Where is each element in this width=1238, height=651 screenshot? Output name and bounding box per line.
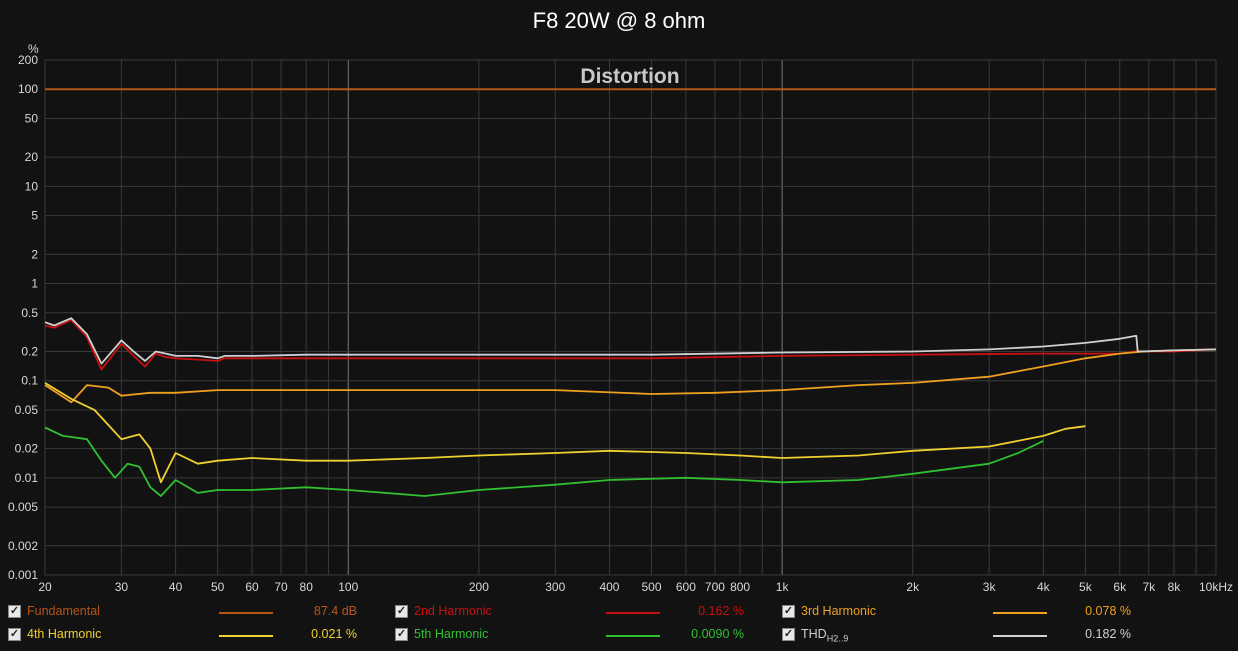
x-tick-label: 100 [338, 580, 358, 594]
x-tick-label: 10kHz [1199, 580, 1233, 594]
x-tick-label: 70 [274, 580, 288, 594]
legend-label-text: Fundamental [27, 604, 100, 618]
legend-swatch-2nd-harmonic [606, 612, 660, 614]
x-tick-label: 20 [38, 580, 52, 594]
series-line-4th-harmonic [44, 382, 1086, 484]
y-tick-label: 200 [18, 53, 38, 67]
legend-swatch-4th-harmonic [219, 635, 273, 637]
x-tick-label: 50 [211, 580, 225, 594]
x-tick-label: 60 [245, 580, 259, 594]
y-tick-label: 0.002 [8, 539, 38, 553]
x-tick-label: 2k [906, 580, 920, 594]
legend-label-text: 2nd Harmonic [414, 604, 492, 618]
chart-series [44, 88, 1217, 497]
x-tick-label: 40 [169, 580, 183, 594]
legend-label-text: 3rd Harmonic [801, 604, 877, 618]
legend-value-4th-harmonic: 0.021 % [311, 627, 357, 641]
legend-label-text: THD [801, 627, 827, 641]
chart-grid [44, 59, 1217, 576]
y-tick-label: 0.05 [15, 403, 39, 417]
x-tick-label: 800 [730, 580, 750, 594]
legend-swatch-fundamental [219, 612, 273, 614]
legend-checkbox-fundamental[interactable]: ✓ [8, 605, 21, 618]
y-tick-label: 1 [31, 277, 38, 291]
legend-value-thd: 0.182 % [1085, 627, 1131, 641]
legend-checkbox-5th-harmonic[interactable]: ✓ [395, 628, 408, 641]
legend-value-2nd-harmonic: 0.162 % [698, 604, 744, 618]
legend-label-2nd-harmonic: 2nd Harmonic [414, 604, 492, 618]
series-line-2nd-harmonic [44, 319, 1217, 371]
y-tick-label: 50 [25, 111, 39, 125]
legend-value-fundamental: 87.4 dB [313, 604, 357, 618]
legend-swatch-3rd-harmonic [993, 612, 1047, 614]
legend-label-fundamental: Fundamental [27, 604, 100, 618]
x-tick-label: 200 [469, 580, 489, 594]
y-tick-label: 0.02 [15, 442, 39, 456]
series-line-3rd-harmonic [44, 348, 1217, 404]
legend-label-4th-harmonic: 4th Harmonic [27, 627, 101, 641]
legend-checkbox-3rd-harmonic[interactable]: ✓ [782, 605, 795, 618]
series-line-thd-h2-9 [44, 317, 1217, 365]
legend-checkbox-2nd-harmonic[interactable]: ✓ [395, 605, 408, 618]
distortion-chart: 200 100 50 20 10 5 2 1 0.5 0.2 0.1 0.05 0.02 0.01 0.00… [8, 42, 1233, 594]
y-tick-label: 20 [25, 150, 39, 164]
legend-swatch-5th-harmonic [606, 635, 660, 637]
x-tick-label: 8k [1168, 580, 1182, 594]
x-tick-label: 4k [1037, 580, 1051, 594]
y-tick-label: 0.01 [15, 471, 39, 485]
legend-label-thd: THDH2..9 [801, 627, 848, 644]
legend-label-3rd-harmonic: 3rd Harmonic [801, 604, 876, 618]
x-tick-labels: 20 30 40 50 60 70 80 100 200 300 400 500 600 700 800 1k… [38, 580, 1233, 594]
legend-checkbox-4th-harmonic[interactable]: ✓ [8, 628, 21, 641]
legend-checkbox-thd[interactable]: ✓ [782, 628, 795, 641]
y-axis-label: % [28, 42, 39, 56]
plot-border [44, 59, 1217, 576]
legend-swatch-thd [993, 635, 1047, 637]
x-tick-label: 6k [1113, 580, 1127, 594]
y-tick-label: 5 [31, 209, 38, 223]
legend-label-subscript: H2..9 [826, 633, 849, 644]
x-tick-label: 7k [1142, 580, 1156, 594]
x-tick-label: 5k [1079, 580, 1093, 594]
legend-label-5th-harmonic: 5th Harmonic [414, 627, 488, 641]
legend-value-3rd-harmonic: 0.078 % [1085, 604, 1131, 618]
legend-value-5th-harmonic: 0.0090 % [691, 627, 744, 641]
y-tick-label: 0.001 [8, 568, 38, 582]
x-tick-label: 300 [545, 580, 565, 594]
legend-label-text: 5th Harmonic [414, 627, 489, 641]
x-tick-label: 700 [705, 580, 725, 594]
y-tick-label: 0.5 [21, 306, 38, 320]
y-tick-label: 100 [18, 82, 38, 96]
y-tick-labels: 200 100 50 20 10 5 2 1 0.5 0.2 0.1 0.05 0.02 0.01 0.00… [8, 53, 38, 582]
series-line-5th-harmonic [44, 426, 1044, 497]
x-tick-label: 600 [676, 580, 696, 594]
chart-title: Distortion [580, 65, 679, 88]
page-title: F8 20W @ 8 ohm [532, 8, 706, 33]
x-tick-label: 30 [115, 580, 129, 594]
x-tick-label: 1k [776, 580, 790, 594]
x-tick-label: 80 [300, 580, 314, 594]
y-tick-label: 0.1 [21, 374, 38, 388]
x-tick-label: 500 [642, 580, 662, 594]
y-tick-label: 2 [31, 247, 38, 261]
legend-label-text: 4th Harmonic [27, 627, 102, 641]
y-tick-label: 0.005 [8, 500, 38, 514]
y-tick-label: 0.2 [21, 344, 38, 358]
y-tick-label: 10 [25, 179, 39, 193]
x-tick-label: 400 [599, 580, 619, 594]
x-tick-label: 3k [983, 580, 997, 594]
